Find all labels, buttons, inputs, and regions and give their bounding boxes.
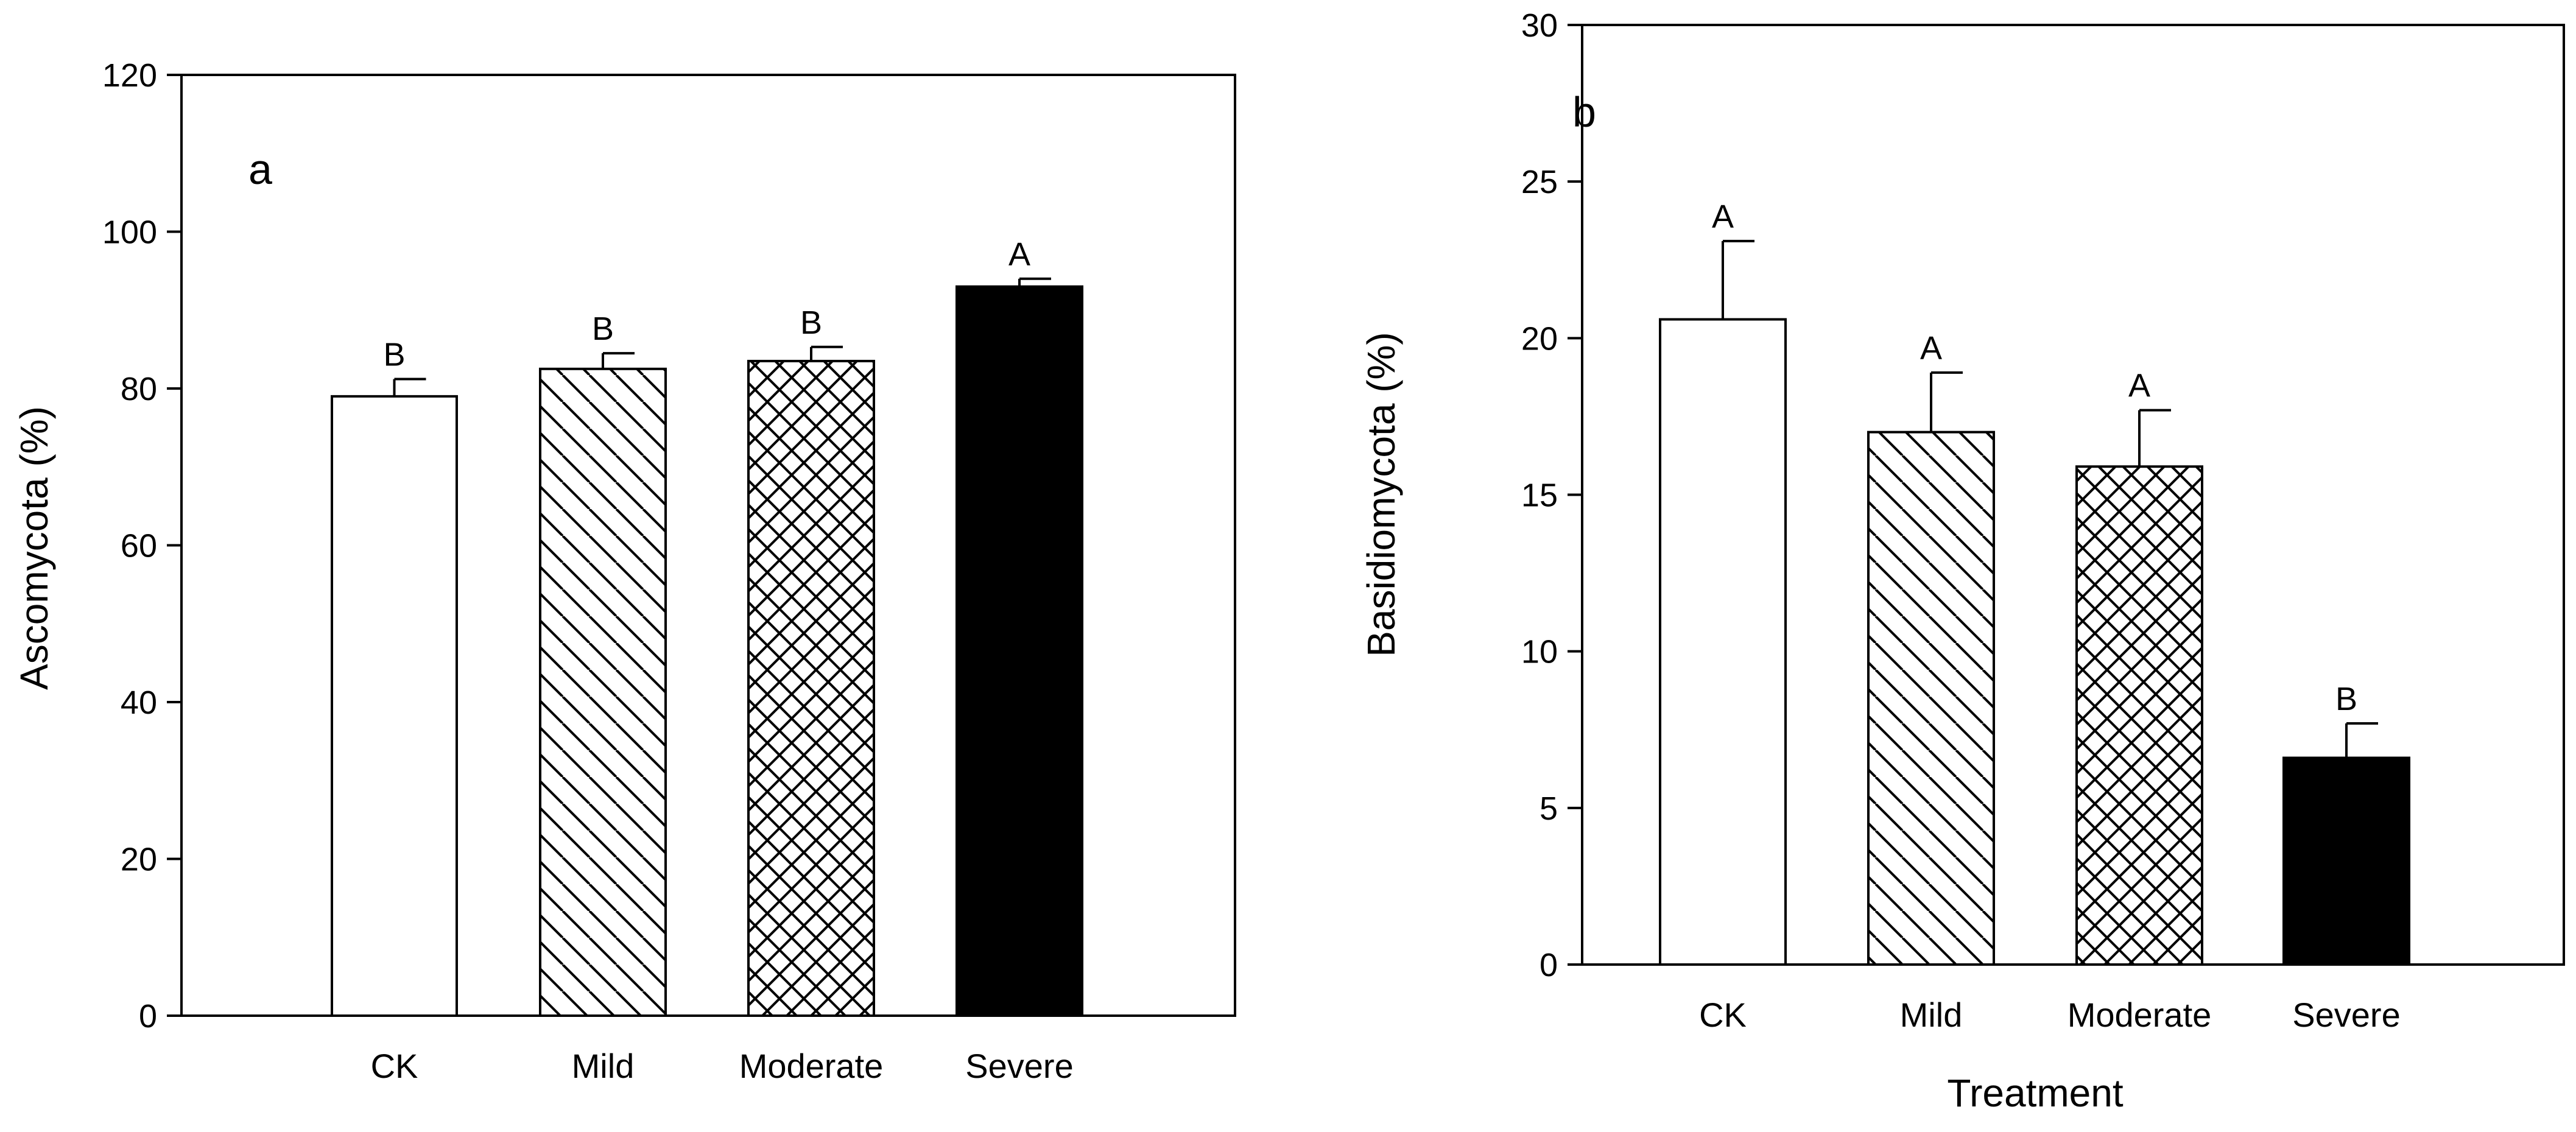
significance-label: B	[383, 337, 405, 373]
y-tick-label: 25	[1521, 164, 1558, 200]
significance-label: B	[800, 304, 822, 341]
y-tick-label: 0	[139, 998, 157, 1035]
y-tick-label: 100	[102, 214, 157, 251]
y-axis-title: Ascomycota (%)	[12, 406, 56, 690]
bar-severe	[2282, 756, 2410, 966]
y-tick-label: 0	[1540, 947, 1558, 983]
bar-moderate	[2075, 465, 2203, 966]
y-tick-label: 120	[102, 57, 157, 94]
x-category-label: Mild	[1900, 996, 1963, 1034]
bar-ck	[331, 395, 458, 1017]
x-category-label: Mild	[572, 1047, 635, 1085]
significance-label: B	[2335, 681, 2357, 717]
significance-label: A	[2128, 368, 2150, 404]
y-axis-title: Basidiomycota (%)	[1359, 332, 1403, 657]
chart-panel-a: 0 20 40 60 80 100 120 B CK B Mild B Moderate A Severe A…	[12, 57, 1236, 1085]
significance-label: A	[1008, 236, 1030, 273]
panel-letter: a	[248, 146, 272, 193]
y-tick-label: 60	[121, 528, 157, 564]
chart-panel-b: 0 5 10 15 20 25 30 A CK A Mild A Moderate B Severe Basi…	[1359, 7, 2565, 1115]
y-tick-label: 20	[1521, 320, 1558, 357]
panel-letter: b	[1572, 88, 1596, 136]
y-tick-label: 30	[1521, 7, 1558, 44]
x-axis-title: Treatment	[1947, 1071, 2124, 1115]
y-tick-label: 20	[121, 842, 157, 878]
significance-label: B	[592, 311, 614, 347]
y-tick-label: 80	[121, 371, 157, 407]
significance-label: A	[1712, 199, 1734, 235]
x-category-label: CK	[1699, 996, 1747, 1034]
x-category-label: Severe	[965, 1047, 1073, 1085]
bar-moderate	[747, 359, 875, 1017]
y-tick-label: 40	[121, 684, 157, 721]
bar-severe	[955, 285, 1083, 1017]
y-tick-label: 5	[1540, 790, 1558, 827]
significance-label: A	[1920, 330, 1942, 367]
x-category-label: Moderate	[739, 1047, 884, 1085]
y-tick-label: 10	[1521, 634, 1558, 670]
x-category-label: CK	[371, 1047, 418, 1085]
bar-mild	[539, 367, 667, 1017]
x-category-label: Moderate	[2067, 996, 2212, 1034]
y-tick-label: 15	[1521, 477, 1558, 514]
bar-ck	[1659, 318, 1787, 966]
bar-mild	[1867, 431, 1995, 966]
x-category-label: Severe	[2292, 996, 2400, 1034]
